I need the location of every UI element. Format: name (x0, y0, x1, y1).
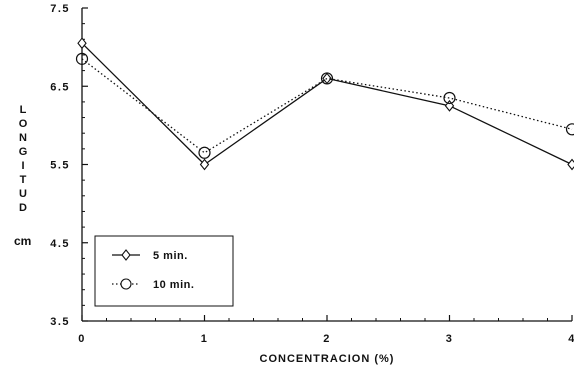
series-circle (75, 52, 574, 159)
data-point-diamond (77, 37, 87, 50)
y-axis-title-letter: U (19, 188, 27, 200)
data-point-circle (75, 52, 89, 65)
legend-item-10min: 10 min. (112, 278, 194, 291)
y-axis-title-letter: G (19, 146, 28, 158)
y-tick-label: 6.5 (50, 81, 70, 93)
x-tick-label: 2 (323, 333, 331, 345)
y-axis-title-letter: O (19, 118, 28, 130)
data-point-circle (443, 91, 456, 105)
data-point-diamond (567, 158, 574, 171)
series-line (81, 42, 573, 166)
legend-item-5min: 5 min. (112, 249, 188, 262)
y-axis-title-letter: T (20, 174, 27, 186)
y-tick-label: 7.5 (50, 3, 70, 15)
data-point-circle (320, 72, 334, 85)
x-tick-label: 3 (446, 333, 454, 345)
legend: 5 min. 10 min. (94, 235, 234, 307)
series-diamond (77, 37, 574, 171)
data-point-circle (198, 146, 211, 159)
x-tick-label: 0 (78, 333, 86, 345)
x-axis-title: CONCENTRACION (%) (260, 353, 395, 365)
x-tick-label: 1 (201, 333, 209, 345)
y-axis-ticks: 3.5 4.5 5.5 6.5 7.5 (50, 3, 88, 328)
y-axis-title-letter: I (21, 160, 24, 172)
y-axis-unit: cm (14, 234, 31, 248)
legend-box (94, 235, 234, 307)
data-point-diamond (199, 158, 210, 171)
y-tick-label: 5.5 (50, 160, 70, 172)
legend-label-10min: 10 min. (153, 279, 194, 291)
y-axis-title-letter: N (19, 132, 27, 144)
y-axis-title-letter: D (19, 202, 27, 214)
x-tick-label: 4 (568, 333, 574, 345)
x-axis-ticks: 0 1 2 3 4 (78, 315, 574, 345)
series-group (75, 37, 574, 171)
y-tick-label: 4.5 (50, 238, 70, 250)
legend-label-5min: 5 min. (153, 250, 188, 262)
data-point-circle (565, 123, 574, 136)
y-tick-label: 3.5 (50, 316, 70, 328)
y-axis-title-letter: L (20, 104, 27, 116)
